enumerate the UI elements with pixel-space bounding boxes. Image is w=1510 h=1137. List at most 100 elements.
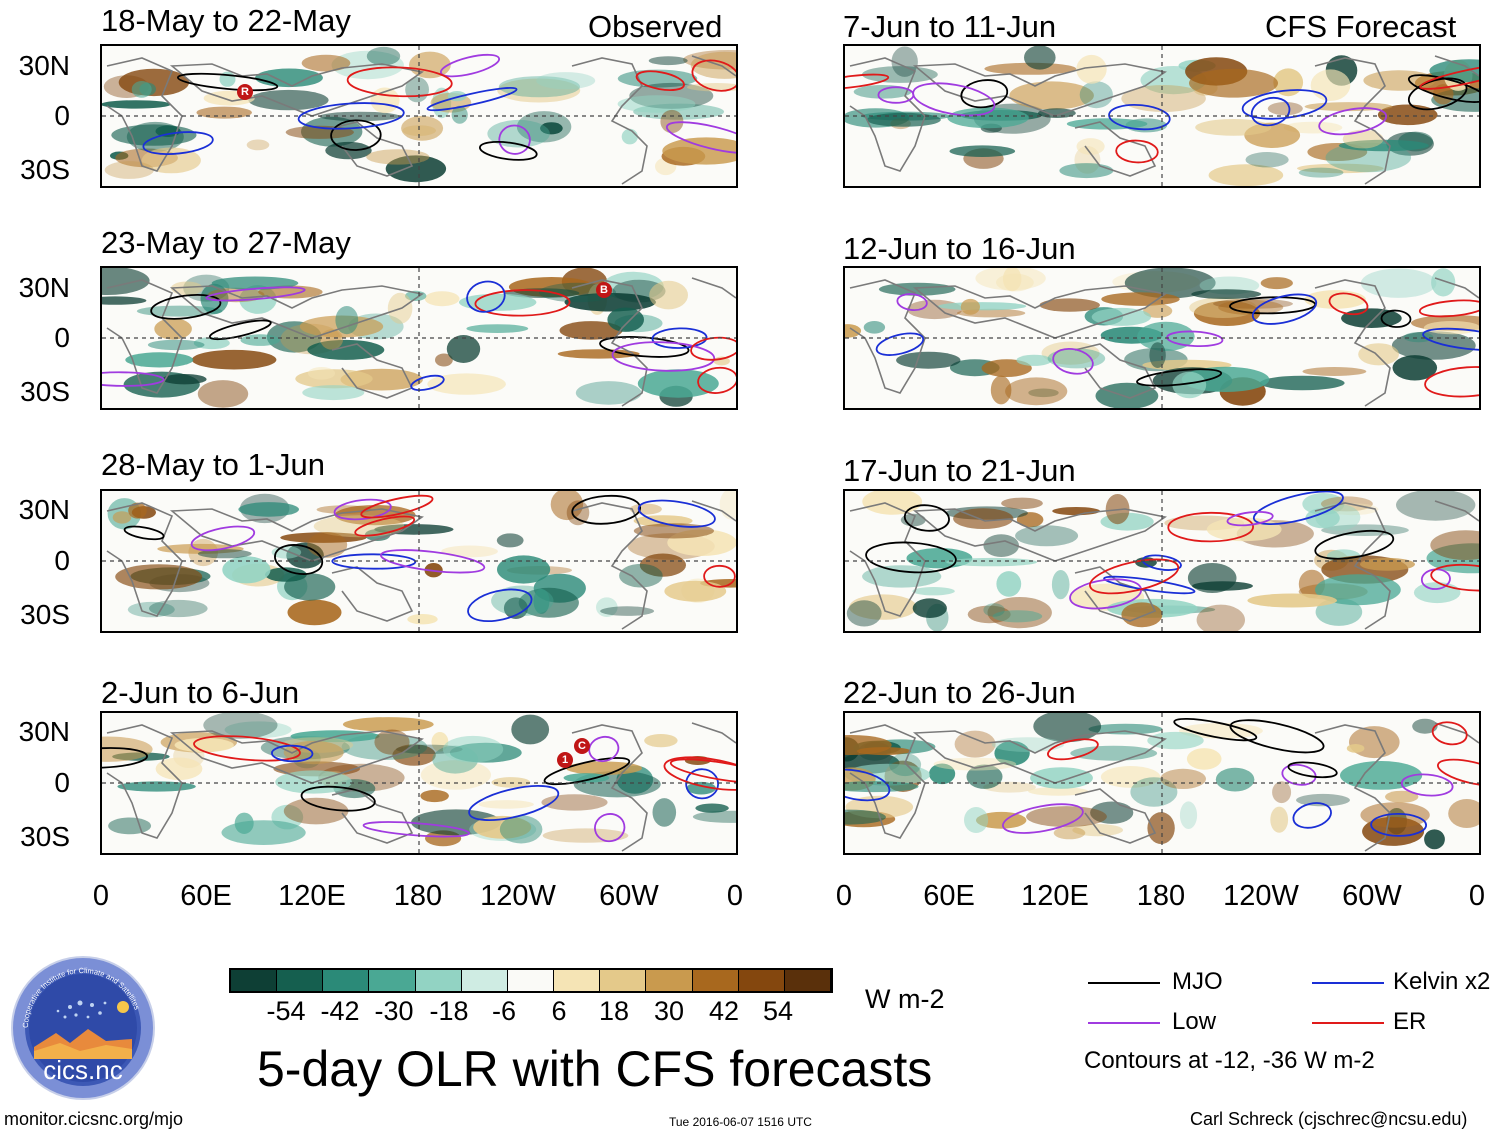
coastline-path [1314, 724, 1391, 852]
lon-label: 120E [278, 880, 346, 912]
wave-contour [611, 341, 716, 372]
lon-label: 0 [92, 880, 110, 912]
coastline-path [691, 722, 736, 744]
olr-anomaly-blob [1245, 152, 1289, 168]
olr-anomaly-blob [222, 556, 271, 584]
olr-anomaly-blob [975, 268, 1046, 291]
olr-anomaly-blob [1431, 268, 1456, 297]
footer-url[interactable]: monitor.cicsnc.org/mjo [4, 1109, 184, 1129]
olr-anomaly-blob [617, 95, 696, 113]
olr-anomaly-blob [1218, 299, 1284, 315]
olr-anomaly-blob [325, 141, 372, 160]
olr-anomaly-blob [441, 545, 498, 558]
olr-anomaly-blob [1272, 781, 1292, 804]
lon-label: 60W [1342, 880, 1402, 912]
olr-anomaly-blob [845, 781, 919, 793]
olr-anomaly-blob [511, 714, 550, 745]
olr-anomaly-blob [596, 597, 618, 617]
colorbar-swatch [231, 970, 278, 991]
olr-anomaly-blob [992, 610, 1043, 623]
wave-contour [1252, 491, 1344, 526]
wave-contour [877, 86, 915, 104]
olr-anomaly-blob [1024, 46, 1056, 70]
forecast-panel-2-title: 12-Jun to 16-Jun [843, 231, 1076, 266]
footer-credit: Carl Schreck (cjschrec@ncsu.edu) [1190, 1109, 1468, 1129]
lon-label: 60E [180, 880, 232, 912]
olr-anomaly-blob [1179, 801, 1198, 829]
olr-anomaly-blob [1147, 731, 1204, 750]
wave-contour [571, 494, 642, 525]
wave-contour [190, 525, 256, 552]
wave-contour [1136, 368, 1223, 387]
olr-anomaly-blob [1346, 744, 1365, 753]
colorbar-tick: 18 [598, 996, 630, 1026]
wave-contour [1407, 74, 1479, 103]
wave-contour [410, 374, 445, 392]
colorbar-tick: -42 [320, 996, 360, 1026]
olr-anomaly-blob [946, 557, 1038, 567]
olr-anomaly-blob [1196, 604, 1245, 631]
wave-contour [360, 494, 434, 519]
wave-contour [1173, 717, 1258, 742]
coastline-path [1314, 57, 1391, 185]
forecast-panel-4-title: 22-Jun to 26-Jun [843, 675, 1076, 710]
wave-contour [1370, 812, 1427, 837]
olr-anomaly-blob [540, 122, 563, 135]
wave-contour [594, 813, 626, 843]
coastline-path [1434, 277, 1479, 299]
olr-anomaly-blob [862, 491, 923, 515]
coastline-path [849, 279, 926, 394]
olr-anomaly-blob [491, 777, 531, 788]
olr-anomaly-blob [170, 281, 203, 296]
wave-contour [426, 87, 518, 112]
olr-anomaly-blob [1403, 332, 1434, 343]
footer-timestamp: Tue 2016-06-07 1516 UTC [669, 1115, 812, 1129]
wave-contour [543, 757, 631, 786]
olr-anomaly-blob [1149, 342, 1166, 368]
olr-anomaly-blob [1206, 517, 1282, 542]
olr-anomaly-blob [619, 563, 663, 588]
cics-logo: Cooperative Institute for Climate and Sa… [10, 955, 156, 1101]
olr-anomaly-blob [407, 614, 438, 625]
olr-map-graphic [102, 713, 736, 853]
coastline-path [331, 343, 414, 399]
coastline-path [1074, 788, 1157, 844]
wave-contour [1380, 309, 1412, 328]
olr-anomaly-blob [1208, 164, 1284, 186]
olr-anomaly-blob [845, 809, 886, 825]
wave-contour [1318, 107, 1388, 136]
colorbar-tick: 30 [653, 996, 685, 1026]
observed-panel-1-title: 18-May to 22-May [101, 3, 351, 38]
olr-anomaly-blob [621, 128, 638, 145]
lat-label-30n: 30N [18, 716, 70, 747]
coastlines [106, 500, 736, 630]
coastline-path [849, 724, 926, 839]
wave-contour [1400, 773, 1454, 797]
coastline-path [571, 57, 648, 185]
coastline-path [691, 277, 736, 299]
olr-anomaly-blob [1298, 167, 1344, 178]
colorbar-swatch [554, 970, 601, 991]
olr-anomaly-blob [1385, 790, 1419, 803]
olr-anomaly-blob [947, 107, 1029, 129]
legend-mjo-label: MJO [1172, 968, 1223, 995]
wave-contour [150, 294, 222, 320]
olr-anomaly-blob [1191, 289, 1262, 299]
olr-anomaly-blob [162, 374, 207, 385]
olr-anomaly-blob [1363, 70, 1436, 91]
lon-label: 120W [1223, 880, 1299, 912]
olr-anomaly-blob [648, 56, 688, 66]
olr-anomaly-blob [131, 81, 152, 98]
olr-anomaly-blob [307, 532, 348, 558]
olr-anomaly-blob [1059, 163, 1114, 179]
olr-anomaly-blob [442, 735, 504, 763]
olr-anomaly-blob [652, 798, 677, 827]
olr-anomaly-blob [536, 72, 596, 90]
observed-map-1 [100, 44, 738, 188]
olr-anomaly-blob [1026, 806, 1107, 828]
colorbar-tick: -6 [491, 996, 517, 1026]
olr-anomaly-blob [102, 100, 171, 109]
wave-contour [903, 504, 950, 532]
olr-anomaly-blob [863, 321, 886, 334]
olr-anomaly-blob [366, 149, 430, 165]
